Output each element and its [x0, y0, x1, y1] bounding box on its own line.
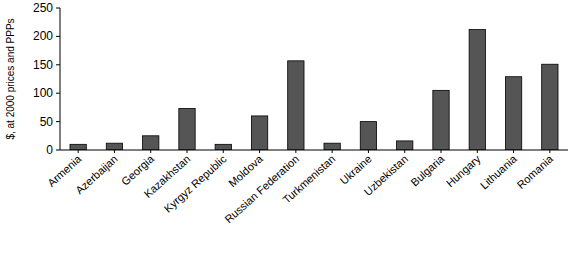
- y-tick: [56, 150, 60, 151]
- bar: [215, 144, 231, 150]
- y-tick: [56, 8, 60, 9]
- chart-svg: 050100150200250ArmeniaAzerbaijanGeorgiaK…: [0, 0, 582, 257]
- x-tick: [549, 150, 550, 153]
- y-tick-label: 50: [40, 115, 54, 129]
- x-tick: [223, 150, 224, 153]
- x-tick-label: Bulgaria: [408, 152, 447, 189]
- bar: [106, 143, 122, 150]
- bar: [542, 64, 558, 150]
- bar: [324, 143, 340, 150]
- x-axis-line: [60, 150, 568, 151]
- x-tick: [295, 150, 296, 153]
- bars: [70, 30, 558, 150]
- x-tick-label: Kyrgyz Republic: [162, 152, 229, 214]
- chart-root: 050100150200250ArmeniaAzerbaijanGeorgiaK…: [0, 0, 582, 257]
- y-tick-label: 0: [46, 143, 53, 157]
- x-tick: [114, 150, 115, 153]
- y-tick-label: 150: [33, 58, 53, 72]
- x-tick: [150, 150, 151, 153]
- y-axis-line: [60, 8, 61, 150]
- bar: [179, 109, 195, 150]
- y-tick-label: 200: [33, 29, 53, 43]
- x-tick-label: Hungary: [444, 152, 483, 189]
- x-tick-label: Turkmenistan: [280, 153, 337, 206]
- x-tick-label: Lithuania: [478, 152, 520, 191]
- y-tick-label: 100: [33, 86, 53, 100]
- x-tick: [404, 150, 405, 153]
- x-tick: [477, 150, 478, 153]
- bar: [143, 136, 159, 150]
- x-tick: [259, 150, 260, 153]
- x-tick-label: Romania: [514, 152, 555, 191]
- bar: [251, 116, 267, 150]
- x-tick-label: Uzbekistan: [362, 153, 410, 198]
- bar: [70, 144, 86, 150]
- y-tick: [56, 36, 60, 37]
- bar: [288, 61, 304, 150]
- x-tick: [513, 150, 514, 153]
- x-tick: [441, 150, 442, 153]
- bar: [360, 122, 376, 150]
- x-tick: [332, 150, 333, 153]
- x-tick: [368, 150, 369, 153]
- y-axis-title: $, at 2000 prices and PPPs: [5, 18, 16, 139]
- bar: [397, 141, 413, 150]
- y-tick: [56, 121, 60, 122]
- bar: [469, 30, 485, 150]
- x-tick-label: Azerbaijan: [73, 153, 120, 197]
- x-tick: [78, 150, 79, 153]
- x-tick: [187, 150, 188, 153]
- bar: [505, 77, 521, 150]
- y-tick: [56, 64, 60, 65]
- bar: [433, 90, 449, 150]
- y-tick-label: 250: [33, 1, 53, 15]
- y-tick: [56, 93, 60, 94]
